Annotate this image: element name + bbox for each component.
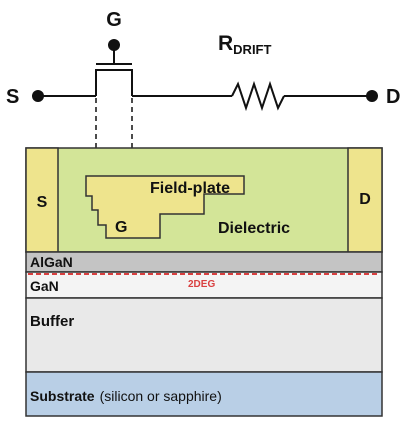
circuit-schematic: G S D RDRIFT [6,9,400,176]
source-label: S [6,86,19,108]
gate-label: G [106,9,122,31]
drain-terminal-dot [366,90,378,102]
algan-layer [25,251,383,273]
device-cross-section: S D Field-plate G Dielectric AlGaN 2DEG … [25,147,383,417]
channel-symbol [95,69,133,96]
drain-label: D [386,86,400,108]
source-contact [25,147,59,253]
algan-label: AlGaN [30,254,73,270]
drain-contact-label: D [359,191,371,208]
field-plate-gate-metal [85,175,245,239]
drift-resistor [231,80,285,112]
gan-layer [25,271,383,299]
field-plate-label: Field-plate [150,180,230,197]
resistor-label-main: R [218,32,233,55]
substrate-layer [25,371,383,417]
substrate-label-note: (silicon or sapphire) [100,388,222,404]
twodeg-label: 2DEG [188,279,215,290]
gate-terminal-dot [108,39,120,51]
substrate-label-main: Substrate [30,388,95,404]
dielectric-label: Dielectric [218,220,290,237]
gate-metal-label: G [115,219,127,236]
resistor-label-sub: DRIFT [233,42,271,57]
resistor-label: RDRIFT [218,32,272,57]
substrate-label: Substrate (silicon or sapphire) [30,388,222,404]
buffer-layer [25,297,383,373]
gan-label: GaN [30,278,59,294]
source-contact-label: S [37,194,48,211]
drain-contact [347,147,383,253]
buffer-label: Buffer [30,313,74,330]
